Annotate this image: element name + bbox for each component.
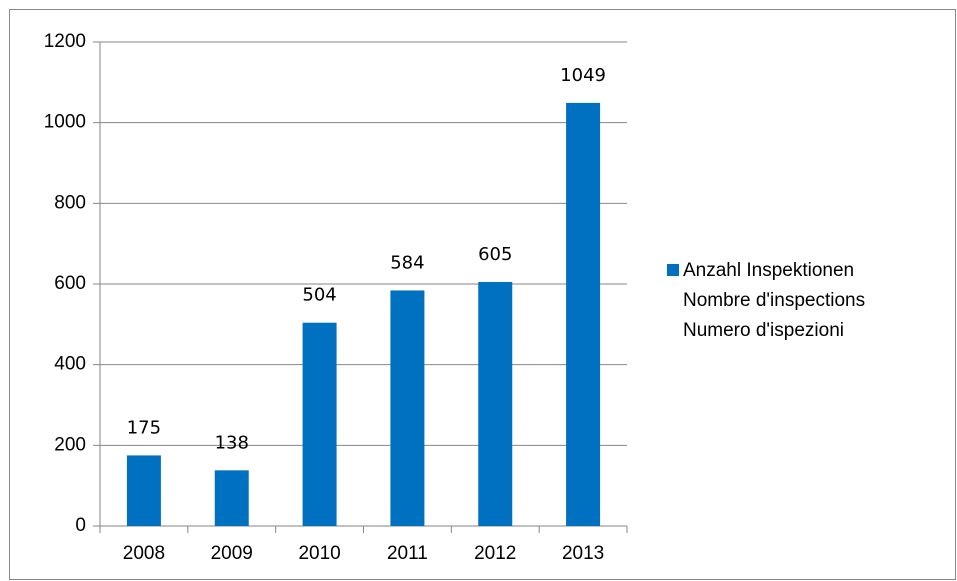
- data-label: 605: [478, 244, 512, 265]
- data-label: 504: [302, 285, 336, 306]
- x-tick-label: 2011: [387, 543, 428, 564]
- x-tick-label: 2008: [123, 543, 165, 564]
- legend-label: Anzahl Inspektionen Nombre d'inspections N…: [683, 260, 865, 341]
- x-tick-label: 2010: [298, 543, 340, 564]
- y-tick-label: 800: [54, 192, 86, 213]
- data-label: 1049: [560, 65, 606, 86]
- x-tick-label: 2013: [562, 543, 604, 564]
- data-label: 584: [390, 252, 424, 273]
- y-tick-label: 400: [54, 354, 86, 375]
- bar: [302, 322, 337, 526]
- data-label: 138: [215, 432, 249, 453]
- legend-swatch: [667, 264, 679, 276]
- y-tick-label: 200: [54, 434, 86, 455]
- x-tick-label: 2012: [474, 543, 516, 564]
- bar: [566, 102, 601, 527]
- y-tick-label: 600: [54, 273, 86, 294]
- y-tick-label: 1000: [44, 112, 86, 133]
- y-tick-label: 0: [75, 515, 86, 536]
- x-tick-label: 2009: [211, 543, 253, 564]
- bar: [390, 290, 425, 526]
- bar: [214, 470, 249, 526]
- bar: [126, 455, 161, 526]
- y-tick-label: 1200: [44, 31, 86, 52]
- bar: [478, 281, 513, 526]
- data-label: 175: [127, 417, 161, 438]
